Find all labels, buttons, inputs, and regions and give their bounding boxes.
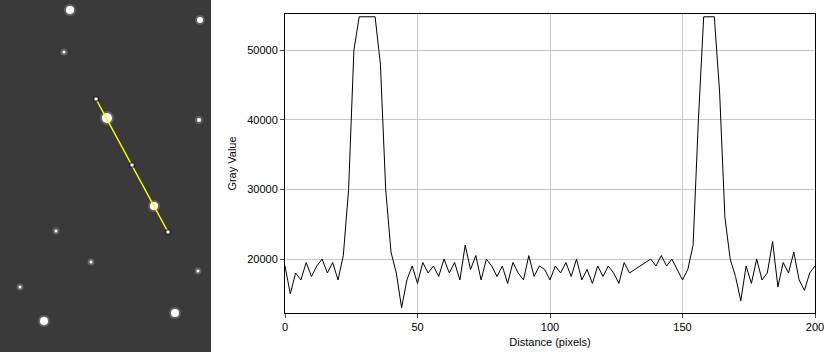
svg-text:50: 50	[411, 321, 423, 333]
svg-text:Gray Value: Gray Value	[226, 136, 238, 190]
svg-text:50000: 50000	[247, 44, 278, 56]
svg-text:Distance (pixels): Distance (pixels)	[509, 336, 590, 348]
svg-text:0: 0	[282, 321, 288, 333]
svg-text:30000: 30000	[247, 183, 278, 195]
svg-text:100: 100	[541, 321, 559, 333]
svg-text:150: 150	[673, 321, 691, 333]
svg-text:200: 200	[806, 321, 824, 333]
svg-text:40000: 40000	[247, 114, 278, 126]
svg-text:20000: 20000	[247, 253, 278, 265]
